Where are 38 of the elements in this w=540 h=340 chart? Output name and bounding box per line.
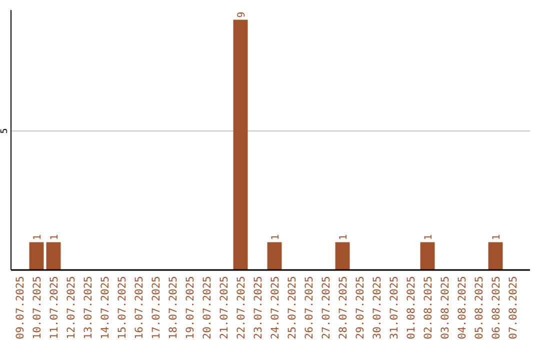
x-tick-label: 20.07.2025 (202, 276, 214, 340)
x-tick-label: 18.07.2025 (168, 276, 180, 340)
x-tick-label: 06.08.2025 (490, 276, 502, 340)
x-tick-label: 03.08.2025 (440, 276, 452, 340)
x-tick-label: 30.07.2025 (372, 276, 384, 340)
data-label: 1 (338, 234, 350, 240)
data-label: 1 (50, 234, 60, 240)
x-tick-label: 26.07.2025 (304, 276, 316, 340)
x-tick-label: 31.07.2025 (388, 276, 400, 340)
x-tick-label: 10.07.2025 (32, 276, 44, 340)
x-tick-label: 28.07.2025 (338, 276, 350, 340)
data-label: 9 (236, 12, 248, 18)
data-label: 1 (32, 234, 44, 240)
x-tick-label: 25.07.2025 (286, 276, 298, 340)
x-tick-label: 07.08.2025 (508, 276, 520, 340)
x-tick-label: 17.07.2025 (150, 276, 162, 340)
x-tick-label: 23.07.2025 (252, 276, 264, 340)
x-tick-label: 29.07.2025 (354, 276, 366, 340)
x-tick-label: 27.07.2025 (320, 276, 332, 340)
x-tick-label: 21.07.2025 (218, 276, 230, 340)
x-tick-label: 12.07.2025 (66, 276, 78, 340)
x-tick-label: 15.07.2025 (116, 276, 128, 340)
data-label: 1 (424, 234, 434, 240)
x-tick-label: 04.08.2025 (456, 276, 468, 340)
y-tick-label: 5 (0, 128, 10, 134)
x-tick-label: 24.07.2025 (270, 276, 282, 340)
x-tick-label: 14.07.2025 (100, 276, 112, 340)
x-tick-label: 05.08.2025 (474, 276, 486, 340)
x-tick-label: 02.08.2025 (422, 276, 434, 340)
x-tick-label: 22.07.2025 (236, 276, 248, 340)
data-label: 1 (492, 234, 502, 240)
x-tick-label: 19.07.2025 (184, 276, 196, 340)
data-label: 1 (270, 234, 282, 240)
x-tick-label: 01.08.2025 (406, 276, 418, 340)
x-tick-label: 11.07.2025 (48, 276, 60, 340)
x-tick-label: 16.07.2025 (134, 276, 146, 340)
x-tick-label: 09.07.2025 (14, 276, 26, 340)
x-tick-label: 13.07.2025 (82, 276, 94, 340)
